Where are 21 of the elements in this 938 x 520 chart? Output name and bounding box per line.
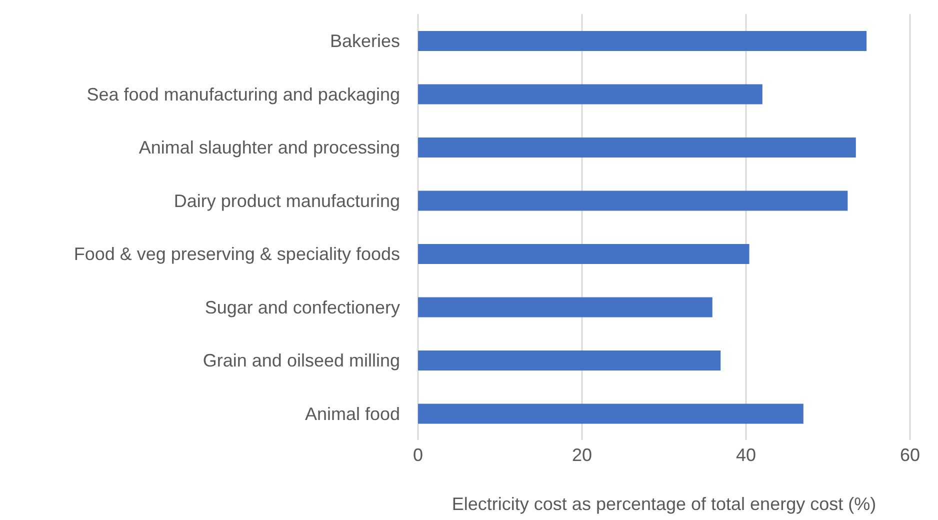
y-tick-label: Bakeries — [330, 31, 400, 52]
bar — [418, 31, 867, 51]
y-tick-label: Grain and oilseed milling — [202, 350, 400, 371]
y-tick-label: Animal food — [304, 404, 400, 424]
y-tick-label: Dairy product manufacturing — [174, 190, 400, 211]
bar — [418, 350, 721, 370]
x-tick-label: 60 — [900, 444, 920, 465]
y-tick-label: Sugar and confectionery — [204, 297, 400, 318]
x-tick-label: 20 — [572, 444, 592, 465]
y-tick-label: Food & veg preserving & speciality foods — [74, 244, 400, 264]
bar — [418, 297, 712, 318]
x-tick-label: 0 — [412, 444, 424, 465]
bar — [418, 244, 750, 264]
bar — [418, 138, 856, 158]
bar — [418, 190, 848, 211]
y-tick-label: Sea food manufacturing and packaging — [86, 84, 400, 104]
bar — [418, 404, 804, 424]
x-tick-label: 40 — [736, 444, 756, 465]
y-tick-label: Animal slaughter and processing — [138, 138, 400, 158]
bar — [418, 84, 762, 104]
x-axis-title: Electricity cost as percentage of total energy cost (%) — [452, 494, 876, 514]
